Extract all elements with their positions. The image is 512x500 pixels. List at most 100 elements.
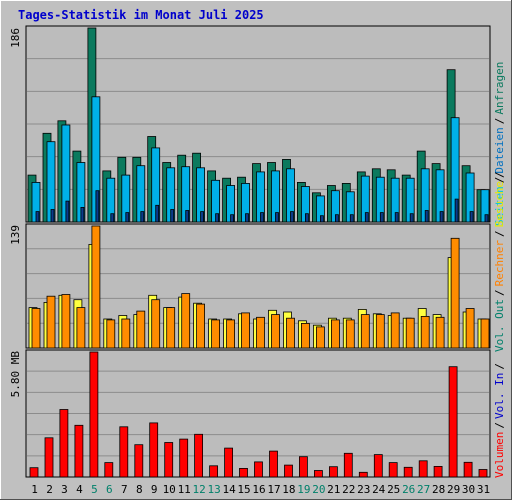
visits-ymax-label: 139 bbox=[9, 225, 22, 245]
x-tick-label-day-19: 19 bbox=[297, 483, 310, 496]
x-tick-label-day-20: 20 bbox=[312, 483, 325, 496]
visits-bar-rechner-day-12 bbox=[196, 303, 206, 349]
x-tick-label-day-30: 30 bbox=[462, 483, 475, 496]
volume-bar-volumen-day-11 bbox=[179, 438, 189, 478]
visits-bar-rechner-day-25 bbox=[390, 312, 400, 349]
volume-bar-volumen-day-23 bbox=[358, 471, 368, 478]
legend-vol-out: Vol. Out bbox=[493, 299, 506, 352]
legend-sep-6: / bbox=[493, 422, 506, 429]
visits-legend: Vol. Out/Rechner/Besuche/ bbox=[493, 171, 506, 352]
x-tick-label-day-5: 5 bbox=[91, 483, 98, 496]
hits-bar-seiten-day-21 bbox=[334, 214, 339, 223]
volume-bar-volumen-day-26 bbox=[403, 466, 413, 478]
visits-bar-rechner-day-29 bbox=[450, 237, 460, 349]
hits-bar-seiten-day-31 bbox=[484, 214, 489, 223]
x-tick-label-day-2: 2 bbox=[46, 483, 53, 496]
hits-panel bbox=[25, 25, 491, 223]
hits-bar-seiten-day-5 bbox=[95, 190, 100, 223]
visits-bar-rechner-day-1 bbox=[31, 308, 41, 349]
x-tick-label-day-16: 16 bbox=[252, 483, 265, 496]
volume-bar-volumen-day-10 bbox=[164, 442, 174, 478]
x-tick-label-day-11: 11 bbox=[178, 483, 191, 496]
volume-bar-volumen-day-12 bbox=[194, 433, 204, 478]
visits-bar-rechner-day-15 bbox=[241, 312, 250, 349]
hits-ymax-label: 186 bbox=[9, 28, 22, 48]
volume-bar-volumen-day-15 bbox=[239, 467, 248, 478]
x-tick-label-day-7: 7 bbox=[121, 483, 128, 496]
legend-sep-1: / bbox=[493, 177, 506, 184]
x-tick-label-day-9: 9 bbox=[151, 483, 158, 496]
x-tick-label-day-15: 15 bbox=[237, 483, 250, 496]
visits-bar-rechner-day-21 bbox=[330, 319, 340, 349]
visits-bar-rechner-day-22 bbox=[345, 319, 355, 349]
volume-bar-volumen-day-2 bbox=[44, 437, 54, 478]
x-tick-label-day-23: 23 bbox=[357, 483, 370, 496]
visits-bar-rechner-day-31 bbox=[480, 318, 490, 349]
x-tick-label-day-4: 4 bbox=[76, 483, 83, 496]
hits-bar-seiten-day-4 bbox=[80, 206, 85, 223]
legend-dateien: Dateien bbox=[493, 127, 506, 173]
visits-bar-rechner-day-9 bbox=[151, 299, 161, 349]
volume-bar-volumen-day-22 bbox=[343, 452, 353, 478]
x-tick-label-day-8: 8 bbox=[136, 483, 143, 496]
hits-bar-seiten-day-30 bbox=[469, 211, 474, 223]
visits-bar-rechner-day-16 bbox=[256, 316, 265, 349]
hits-bar-seiten-day-14 bbox=[230, 214, 235, 223]
x-tick-label-day-24: 24 bbox=[372, 483, 386, 496]
visits-bar-rechner-day-27 bbox=[420, 315, 430, 349]
x-tick-label-day-13: 13 bbox=[207, 483, 220, 496]
x-tick-label-day-17: 17 bbox=[267, 483, 280, 496]
volume-bar-volumen-day-14 bbox=[224, 447, 234, 478]
x-tick-label-day-1: 1 bbox=[31, 483, 38, 496]
hits-bar-seiten-day-20 bbox=[319, 215, 324, 223]
visits-bar-rechner-day-10 bbox=[166, 307, 176, 349]
x-axis-day-labels: 1 2 3 4 5 6 7 8 9 10 11 12 13 14 15 16 17 18 19 20 21 22 23 24 2… bbox=[31, 483, 490, 496]
hits-bar-seiten-day-24 bbox=[379, 212, 384, 223]
visits-bar-rechner-day-6 bbox=[106, 319, 116, 349]
hits-bar-seiten-day-18 bbox=[290, 211, 294, 223]
x-tick-label-day-25: 25 bbox=[387, 483, 400, 496]
x-tick-label-day-27: 27 bbox=[417, 483, 430, 496]
volume-bar-volumen-day-1 bbox=[29, 467, 39, 478]
volume-bar-volumen-day-21 bbox=[328, 466, 338, 478]
visits-bar-rechner-day-19 bbox=[300, 322, 310, 349]
volume-ymax-label: 5.80 MB bbox=[9, 351, 22, 398]
hits-bar-seiten-day-29 bbox=[454, 198, 459, 223]
hits-bar-seiten-day-25 bbox=[394, 212, 399, 223]
legend-anfragen: Anfragen bbox=[493, 62, 506, 115]
legend-sep-2: / bbox=[493, 118, 506, 125]
visits-bar-rechner-day-4 bbox=[76, 307, 86, 349]
volume-bar-volumen-day-24 bbox=[373, 454, 383, 478]
visits-bar-rechner-day-26 bbox=[405, 317, 415, 349]
volume-bar-volumen-day-30 bbox=[463, 461, 473, 478]
hits-bar-seiten-day-1 bbox=[35, 211, 40, 223]
visits-bar-rechner-day-7 bbox=[121, 318, 131, 349]
volume-bar-volumen-day-3 bbox=[59, 409, 69, 478]
hits-bar-seiten-day-6 bbox=[110, 213, 115, 223]
legend-volumen: Volumen bbox=[493, 432, 506, 478]
hits-bar-seiten-day-7 bbox=[125, 212, 130, 223]
legend-besuche: Besuche bbox=[493, 181, 506, 227]
hits-legend: Seiten/Dateien/Anfragen bbox=[493, 62, 506, 226]
volume-panel bbox=[25, 349, 491, 478]
visits-panel bbox=[25, 223, 491, 349]
volume-bar-volumen-day-5 bbox=[89, 351, 99, 478]
hits-bar-seiten-day-22 bbox=[349, 214, 354, 223]
x-tick-label-day-18: 18 bbox=[282, 483, 295, 496]
hits-bar-seiten-day-23 bbox=[364, 212, 369, 223]
visits-bar-rechner-day-13 bbox=[211, 319, 221, 349]
visits-bar-rechner-day-11 bbox=[181, 293, 191, 349]
visits-bar-rechner-day-14 bbox=[226, 319, 236, 349]
hits-bar-seiten-day-13 bbox=[215, 213, 220, 223]
legend-sep-7: / bbox=[493, 363, 506, 370]
volume-bar-volumen-day-31 bbox=[478, 469, 488, 478]
legend-vol-in: Vol. In bbox=[493, 373, 506, 419]
visits-bar-rechner-day-30 bbox=[465, 308, 475, 349]
hits-bar-seiten-day-15 bbox=[245, 213, 249, 223]
hits-bar-seiten-day-11 bbox=[185, 210, 190, 223]
visits-bar-rechner-day-23 bbox=[360, 314, 370, 349]
hits-bar-seiten-day-26 bbox=[409, 213, 414, 223]
legend-sep-4: / bbox=[493, 230, 506, 237]
visits-bar-rechner-day-3 bbox=[61, 294, 71, 349]
